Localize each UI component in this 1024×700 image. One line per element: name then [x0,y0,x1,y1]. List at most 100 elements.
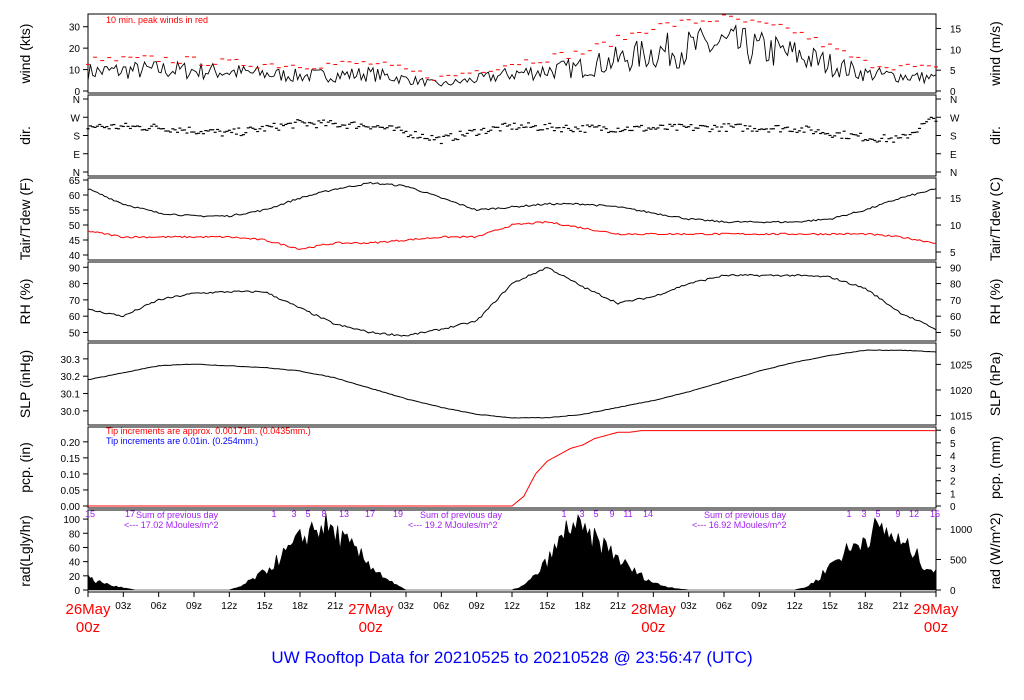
y-tick-label-left: 20 [69,44,81,55]
y-tick-label-right: 1020 [950,386,973,397]
y-tick-label-left: 50 [69,328,81,339]
y-tick-label-left: 0.15 [61,454,81,465]
hour-marker: 9 [895,509,900,519]
hour-marker: 3 [861,509,866,519]
hour-marker: 14 [643,509,653,519]
x-date-label: 28May [631,601,677,618]
y-tick-label-left: 55 [69,206,81,217]
y-tick-label-left: 30.3 [61,355,81,366]
hour-marker: 11 [623,509,632,519]
hour-marker: 1 [271,509,276,519]
y-tick-label-left: 70 [69,296,81,307]
series-wind-dir [86,116,938,145]
y-tick-label-right: 5 [950,439,956,450]
y-tick-label-left: S [73,132,80,143]
y-tick-label-left: 10 [69,66,81,77]
hour-marker: 9 [609,509,614,519]
y-tick-label-left: 80 [69,280,81,291]
y-tick-label-left: 60 [69,191,81,202]
y-tick-label-left: 80 [69,529,81,540]
y-tick-label-right: 60 [950,312,962,323]
y-tick-label-right: 50 [950,328,962,339]
y-tick-label-left: 0.00 [61,502,81,513]
series-line-0 [88,430,936,507]
y-tick-label-right: N [950,168,957,179]
hour-marker: 1 [561,509,566,519]
hour-marker: 17 [365,509,375,519]
y-tick-label-left: 0 [74,586,80,597]
y-tick-label-left: 60 [69,312,81,323]
x-date-label: 26May [65,601,111,618]
y-tick-label-left: E [73,150,80,161]
hour-marker: 17 [125,509,135,519]
hour-marker: 3 [579,509,584,519]
panel-4: RH (%) RH (%) 50 60 70 80 90 50 60 70 80 90 [17,261,1003,342]
daily-sum-value: <--- 16.92 MJoules/m^2 [692,520,787,530]
annotation-peak-winds: 10 min. peak winds in red [106,15,208,25]
panel-frame [87,261,937,342]
x-hour-label: 09z [751,601,767,612]
x-hour-label: 18z [575,601,591,612]
x-date-hour: 00z [359,619,383,636]
x-hour-label: 12z [221,601,237,612]
y-tick-label-left: N [73,168,80,179]
daily-sum-value: <--- 19.2 MJoules/m^2 [408,520,498,530]
x-hour-label: 21z [893,601,909,612]
y-tick-label-right: 0 [950,502,956,513]
y-axis-label-left: wind (kts) [17,24,33,85]
panel-6: pcp. (in) pcp. (mm) 0.00 0.05 0.10 0.15 0.20 0 1… [17,426,1003,513]
y-tick-label-right: 500 [950,555,967,566]
y-tick-label-right: 0 [950,87,956,98]
y-tick-label-left: 0.10 [61,470,81,481]
y-axis-label-left: rad(Lgly/hr) [17,515,33,587]
y-axis-label-left: Tair/Tdew (F) [17,178,33,260]
hour-marker: 5 [875,509,880,519]
daily-sum-value: <--- 17.02 MJoules/m^2 [124,520,219,530]
daily-sum-label: Sum of previous day [704,510,787,520]
y-tick-label-right: 15 [950,194,962,205]
y-axis-label-left: dir. [17,126,33,145]
y-axis-label-right: wind (m/s) [987,21,1003,87]
hour-marker: 5 [305,509,310,519]
y-tick-label-right: N [950,95,957,106]
hour-marker: 13 [339,509,349,519]
time-axis: 03z 06z 09z 12z 15z 18z 21z 03z 06z 09z 12z 15z 18z 2… [65,592,959,636]
series-line-wind [87,23,937,88]
y-tick-label-left: 30 [69,23,81,34]
y-axis-label-right: rad (W/m^2) [987,513,1003,590]
x-hour-label: 21z [327,601,343,612]
y-tick-label-right: 10 [950,221,962,232]
x-hour-label: 03z [115,601,131,612]
daily-sum-label: Sum of previous day [136,510,219,520]
y-axis-label-right: Tair/Tdew (C) [987,177,1003,261]
x-hour-label: 12z [787,601,803,612]
x-hour-label: 21z [610,601,626,612]
hour-marker: 3 [291,509,296,519]
hour-marker: 1 [846,509,851,519]
y-tick-label-left: 30.1 [61,390,81,401]
y-axis-label-left: RH (%) [17,279,33,325]
x-hour-label: 15z [822,601,838,612]
y-tick-label-left: 40 [69,558,81,569]
y-tick-label-right: 1 [950,489,956,500]
pcp-annotation-blue: Tip increments are 0.01in. (0.254mm.) [106,436,258,446]
y-tick-label-right: 0 [950,586,956,597]
x-hour-label: 12z [504,601,520,612]
x-date-hour: 00z [924,619,948,636]
y-tick-label-left: 60 [69,543,81,554]
y-tick-label-right: 70 [950,296,962,307]
series-area-radiation [87,513,937,591]
panel-3: Tair/Tdew (F) Tair/Tdew (C) 40 45 50 55 60 65 5 1… [17,176,1003,262]
panel-frame [87,177,937,261]
y-axis-label-right: dir. [987,126,1003,145]
panel-5: SLP (inHg) SLP (hPa) 30.0 30.1 30.2 30.3 1015 1… [17,342,1003,426]
y-axis-label-right: pcp. (mm) [987,436,1003,499]
y-tick-label-left: 0 [74,87,80,98]
hour-marker: 12 [909,509,919,519]
panel-frame [87,426,937,509]
x-hour-label: 09z [469,601,485,612]
series-line-1 [87,220,937,250]
y-tick-label-right: 2 [950,477,956,488]
panel-frame [87,94,937,177]
